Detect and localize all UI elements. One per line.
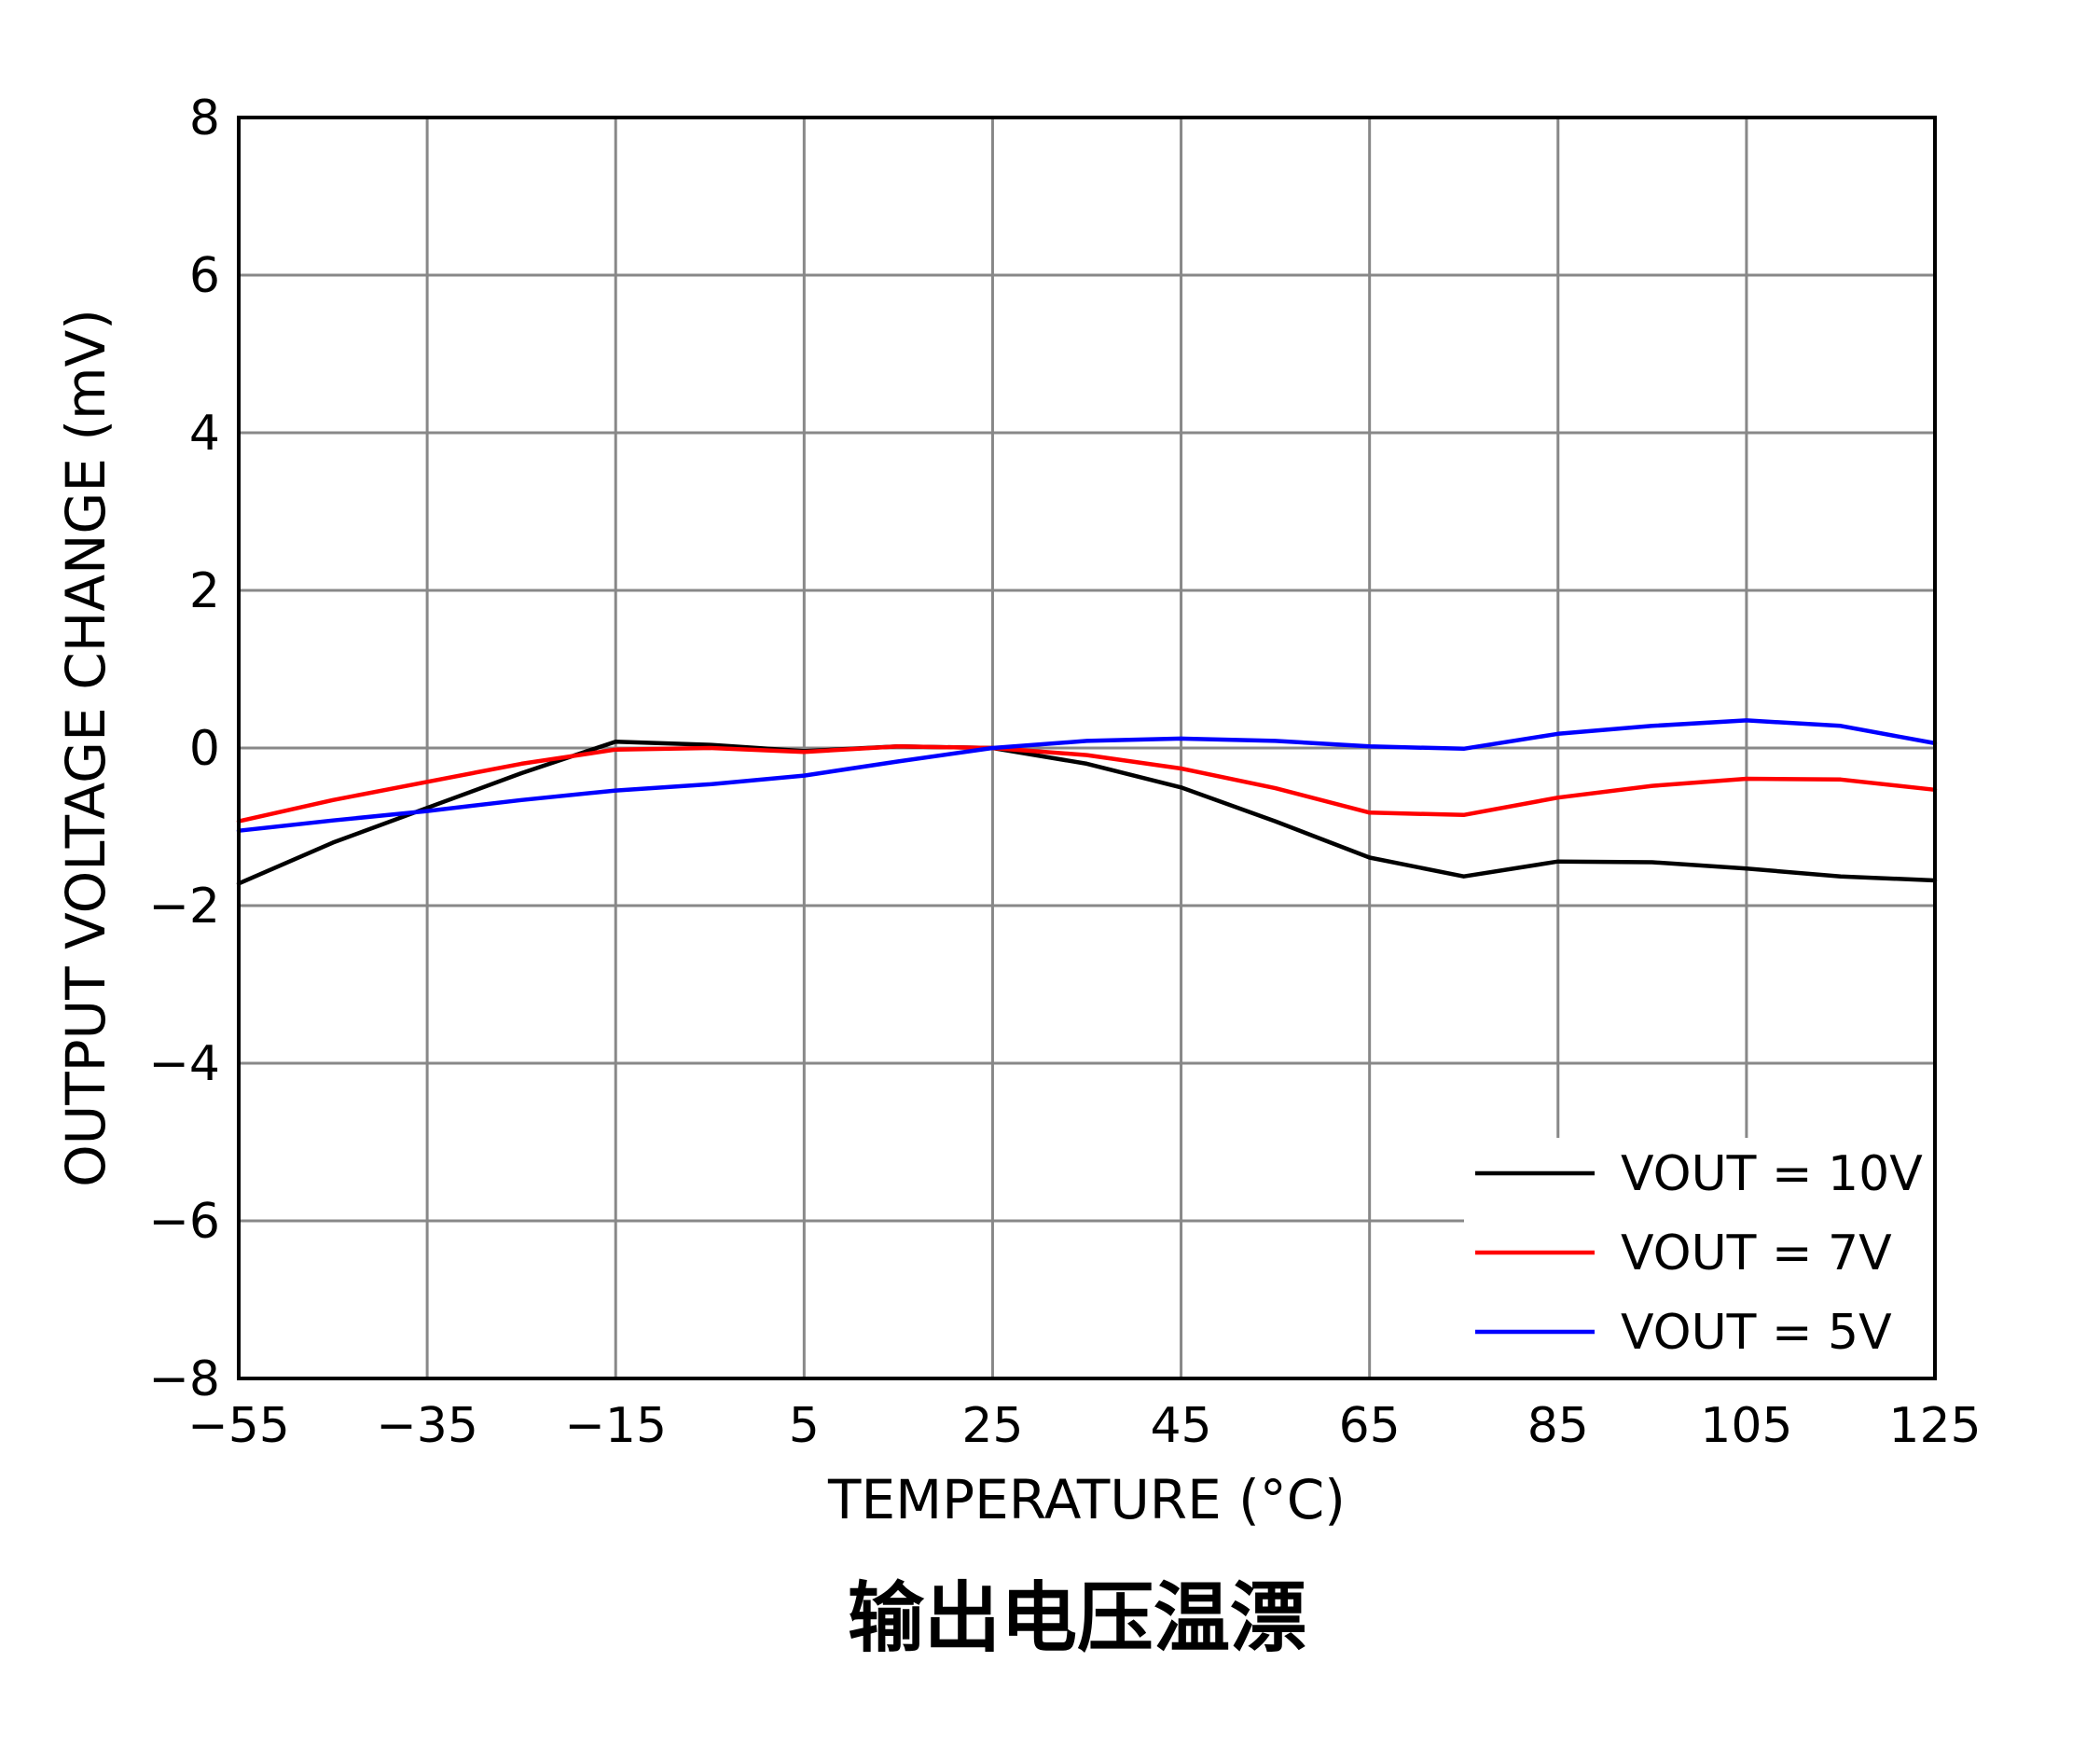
legend-label: VOUT = 10V (1621, 1146, 1923, 1202)
x-tick-label: 85 (1527, 1398, 1589, 1454)
x-tick-label: 105 (1700, 1398, 1792, 1454)
y-tick-label: 6 (189, 248, 220, 304)
x-tick-label: −15 (564, 1398, 667, 1454)
legend-box (1464, 1138, 1933, 1377)
x-tick-label: 45 (1150, 1398, 1211, 1454)
y-tick-label: 0 (189, 721, 220, 777)
x-tick-label: −55 (187, 1398, 290, 1454)
y-tick-labels: −8 −6 −4 −2 0 2 4 6 8 (148, 90, 220, 1407)
series-lines (236, 718, 1938, 886)
y-tick-label: −6 (148, 1194, 220, 1250)
series-line (236, 739, 1938, 886)
y-tick-label: 2 (189, 563, 220, 619)
series-line (236, 718, 1938, 833)
chart-caption: 输出电压温漂 (848, 1574, 1306, 1663)
y-tick-label: 4 (189, 406, 220, 462)
x-tick-label: 25 (961, 1398, 1023, 1454)
x-tick-label: 5 (789, 1398, 820, 1454)
x-tick-label: 65 (1339, 1398, 1401, 1454)
y-tick-label: −4 (148, 1036, 220, 1092)
y-tick-label: −8 (148, 1351, 220, 1407)
plot-frame (237, 116, 1937, 1380)
y-tick-label: 8 (189, 90, 220, 146)
x-axis-label: TEMPERATURE (°C) (827, 1468, 1346, 1531)
series-line (236, 744, 1938, 824)
y-tick-label: −2 (148, 879, 220, 935)
legend: VOUT = 10V VOUT = 7V VOUT = 5V (1464, 1138, 1933, 1377)
x-tick-label: −35 (376, 1398, 478, 1454)
x-tick-labels: −55 −35 −15 5 25 45 65 85 105 125 (187, 1398, 1982, 1454)
y-axis-label: OUTPUT VOLTAGE CHANGE (mV) (54, 309, 117, 1187)
grid (239, 118, 1935, 1378)
x-tick-label: 125 (1888, 1398, 1981, 1454)
legend-label: VOUT = 5V (1621, 1305, 1892, 1361)
legend-label: VOUT = 7V (1621, 1226, 1892, 1281)
